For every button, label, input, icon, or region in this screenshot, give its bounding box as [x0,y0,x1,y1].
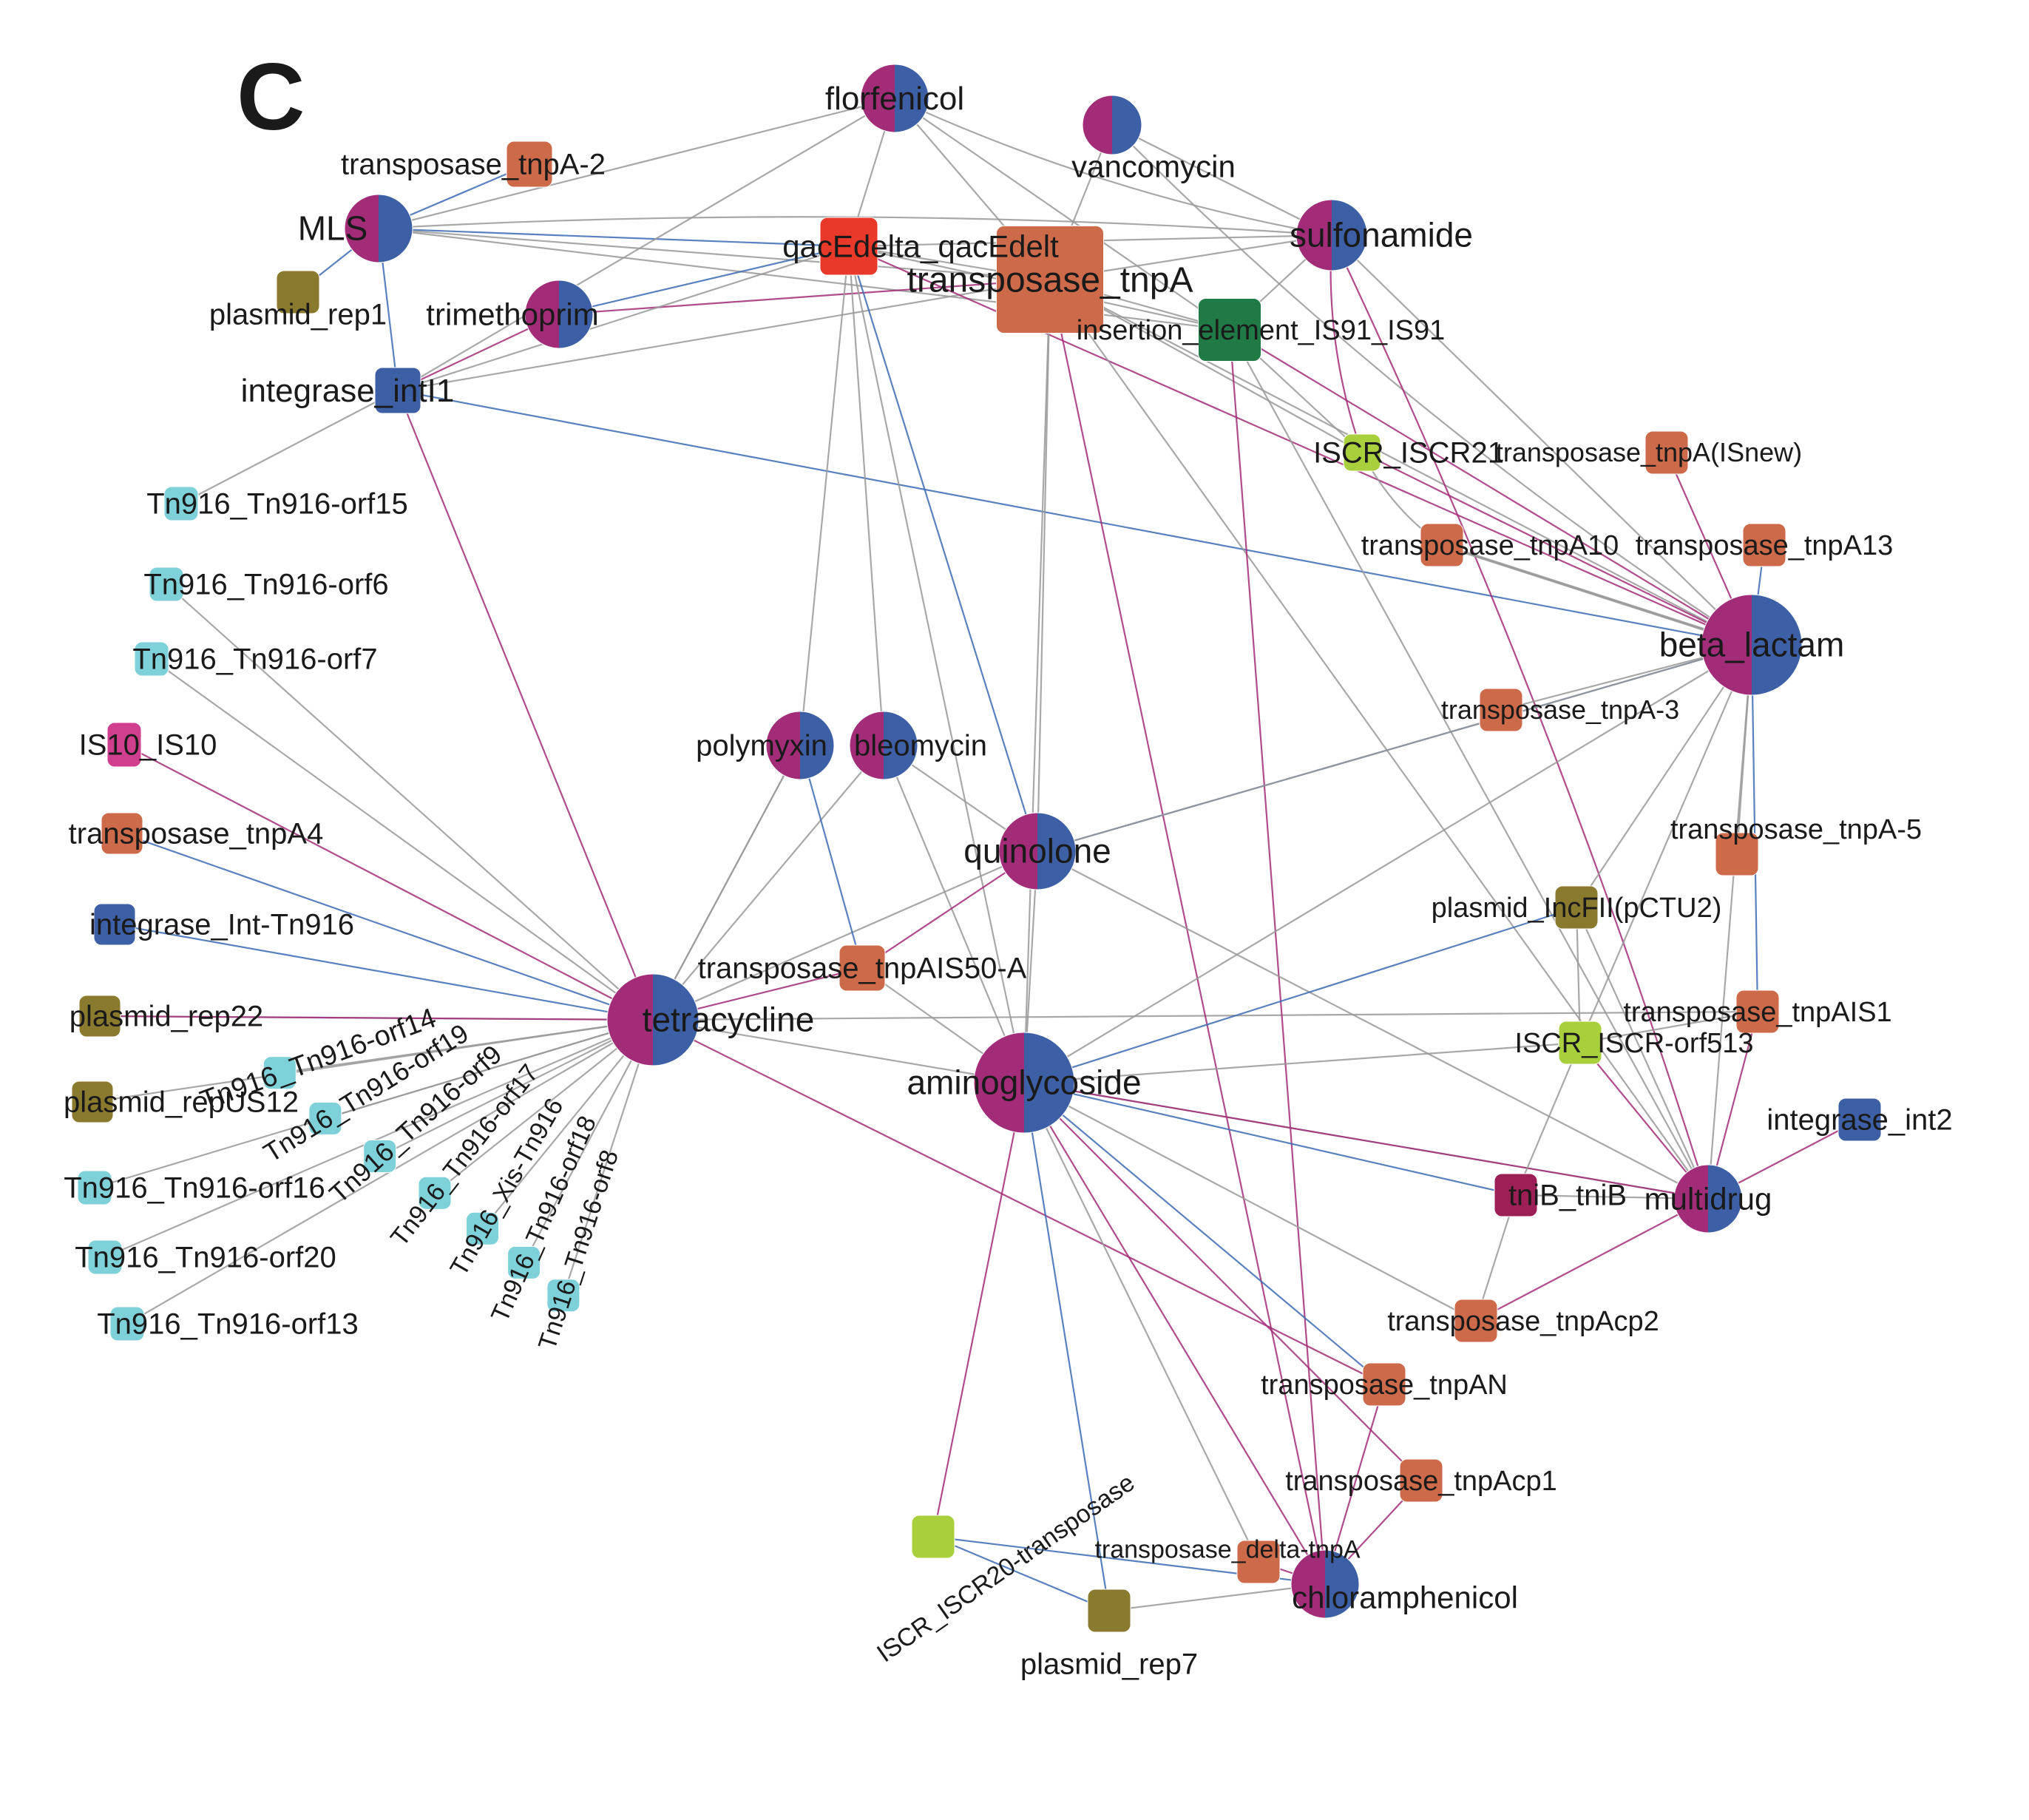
svg-text:Tn916_Tn916-orf20: Tn916_Tn916-orf20 [75,1242,336,1274]
svg-text:transposase_tnpA: transposase_tnpA [907,260,1193,300]
svg-text:Tn916_Tn916-orf7: Tn916_Tn916-orf7 [132,643,377,676]
svg-text:chloramphenicol: chloramphenicol [1292,1580,1518,1614]
svg-text:quinolone: quinolone [963,832,1111,870]
svg-text:qacEdelta_qacEdelt: qacEdelta_qacEdelt [782,229,1059,263]
svg-text:ISCR_ISCR21: ISCR_ISCR21 [1313,437,1504,470]
svg-text:bleomycin: bleomycin [854,730,987,762]
svg-text:ISCR_ISCR-orf513: ISCR_ISCR-orf513 [1514,1028,1753,1059]
svg-text:transposase_tnpA4: transposase_tnpA4 [69,818,324,850]
svg-text:trimethoprim: trimethoprim [426,297,598,331]
svg-text:IS10_IS10: IS10_IS10 [79,729,217,762]
svg-text:sulfonamide: sulfonamide [1290,216,1473,254]
svg-text:C: C [237,44,305,150]
svg-text:plasmid_IncFII(pCTU2): plasmid_IncFII(pCTU2) [1432,893,1722,924]
svg-text:transposase_tnpAcp1: transposase_tnpAcp1 [1285,1466,1557,1497]
svg-text:integrase_intI1: integrase_intI1 [241,373,455,409]
svg-text:transposase_tnpA13: transposase_tnpA13 [1636,530,1894,561]
svg-text:transposase_tnpA(ISnew): transposase_tnpA(ISnew) [1496,437,1802,467]
svg-text:transposase_tnpA-2: transposase_tnpA-2 [341,149,606,181]
svg-text:plasmid_rep7: plasmid_rep7 [1020,1648,1198,1681]
svg-text:multidrug: multidrug [1644,1181,1772,1216]
svg-text:transposase_tnpA10: transposase_tnpA10 [1361,530,1619,561]
svg-text:tetracycline: tetracycline [643,1001,815,1039]
svg-text:Tn916_Tn916-orf13: Tn916_Tn916-orf13 [97,1308,359,1341]
svg-text:plasmid_rep22: plasmid_rep22 [70,1001,263,1033]
svg-text:transposase_tnpAIS1: transposase_tnpAIS1 [1623,997,1891,1028]
svg-text:transposase_tnpAN: transposase_tnpAN [1261,1370,1508,1401]
svg-text:Tn916_Tn916-orf6: Tn916_Tn916-orf6 [143,569,388,601]
svg-text:vancomycin: vancomycin [1071,149,1236,183]
svg-text:Tn916_Tn916-orf15: Tn916_Tn916-orf15 [146,488,408,521]
svg-text:tniB_tniB: tniB_tniB [1508,1180,1627,1212]
svg-text:transposase_tnpAcp2: transposase_tnpAcp2 [1387,1306,1659,1337]
svg-text:transposase_delta-tnpA: transposase_delta-tnpA [1094,1536,1360,1564]
svg-text:Tn916_Tn916-orf16: Tn916_Tn916-orf16 [64,1172,325,1205]
svg-text:florfenicol: florfenicol [825,81,964,117]
svg-text:MLS: MLS [298,209,368,248]
svg-text:aminoglycoside: aminoglycoside [907,1063,1141,1102]
svg-text:beta_lactam: beta_lactam [1659,626,1845,664]
svg-text:integrase_Int-Tn916: integrase_Int-Tn916 [89,909,354,941]
svg-text:transposase_tnpA-3: transposase_tnpA-3 [1441,694,1679,725]
svg-text:insertion_element_IS91_IS91: insertion_element_IS91_IS91 [1077,315,1446,346]
svg-text:transposase_tnpA-5: transposase_tnpA-5 [1670,814,1922,845]
svg-text:plasmid_rep1: plasmid_rep1 [209,299,387,331]
svg-text:polymyxin: polymyxin [696,730,827,762]
svg-text:integrase_int2: integrase_int2 [1767,1104,1952,1137]
svg-text:transposase_tnpAIS50-A: transposase_tnpAIS50-A [698,953,1027,985]
